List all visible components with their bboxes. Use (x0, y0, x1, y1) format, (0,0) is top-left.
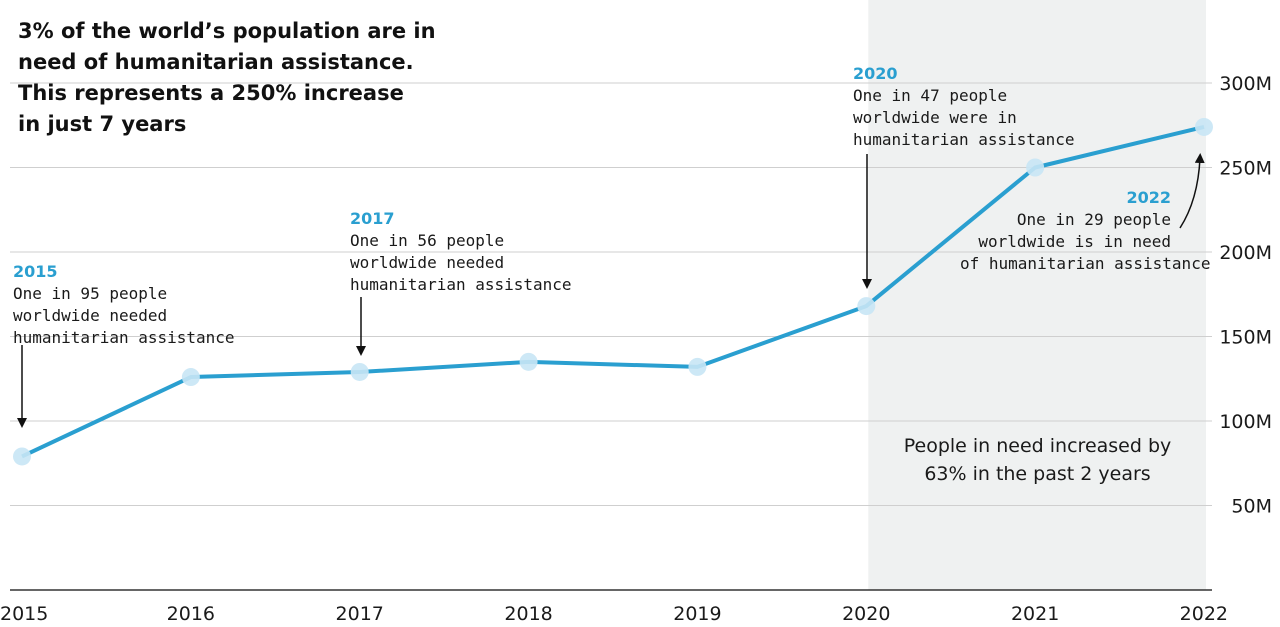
annotation-line: humanitarian assistance (350, 275, 572, 294)
shaded-period-note: People in need increased by 63% in the p… (880, 432, 1195, 488)
annotation-line: humanitarian assistance (853, 130, 1075, 149)
data-point-2020 (857, 297, 876, 316)
x-tick-label: 2022 (1180, 603, 1228, 625)
x-tick-label: 2018 (504, 603, 552, 625)
annotation-line: One in 47 people (853, 86, 1008, 105)
annotation-year: 2017 (350, 209, 395, 228)
data-point-2019 (688, 357, 707, 376)
note-line: 63% in the past 2 years (924, 463, 1151, 485)
gridlines (10, 82, 1212, 506)
annotation-2015: 2015 One in 95 people worldwide needed h… (13, 261, 235, 349)
annotation-year: 2022 (1126, 188, 1171, 207)
title-line: in just 7 years (18, 112, 187, 136)
data-point-2018 (519, 352, 538, 371)
x-tick-label: 2015 (0, 603, 48, 625)
annotation-line: One in 29 people (1016, 210, 1171, 229)
data-point-2017 (350, 362, 369, 381)
annotation-line: of humanitarian assistance (960, 254, 1211, 273)
data-point-2021 (1026, 158, 1045, 177)
title-line: need of humanitarian assistance. (18, 50, 414, 74)
annotation-2022: 2022 One in 29 people worldwide is in ne… (960, 187, 1211, 275)
annotation-year: 2020 (853, 64, 898, 83)
annotation-year: 2015 (13, 262, 58, 281)
y-tick-label: 50M (1231, 496, 1272, 518)
data-points (13, 117, 1213, 466)
series-line-people-in-need (21, 124, 1205, 459)
x-tick-label: 2020 (842, 603, 890, 625)
annotation-line: worldwide is in need (978, 232, 1171, 251)
y-tick-label: 200M (1219, 242, 1272, 264)
shaded-period (868, 0, 1206, 590)
annotation-2017: 2017 One in 56 people worldwide needed h… (350, 208, 572, 296)
y-axis-labels: 50M 100M 150M 200M 250M 300M (1219, 73, 1272, 518)
annotation-line: worldwide were in (853, 108, 1017, 127)
chart-title: 3% of the world’s population are in need… (18, 16, 458, 140)
y-tick-label: 250M (1219, 158, 1272, 180)
x-tick-label: 2017 (336, 603, 384, 625)
annotation-line: worldwide needed (13, 306, 168, 325)
data-point-2022 (1195, 117, 1213, 136)
y-tick-label: 300M (1219, 73, 1272, 95)
y-tick-label: 100M (1219, 411, 1272, 433)
annotation-2020: 2020 One in 47 people worldwide were in … (853, 63, 1075, 151)
annotation-line: One in 56 people (350, 231, 505, 250)
arrow-2022 (1179, 153, 1205, 229)
x-tick-label: 2019 (673, 603, 721, 625)
x-axis-labels: 2015 2016 2017 2018 2019 2020 2021 2022 (0, 603, 1228, 625)
x-tick-label: 2021 (1011, 603, 1059, 625)
title-line: 3% of the world’s population are in (18, 19, 436, 43)
title-line: This represents a 250% increase (18, 81, 404, 105)
x-tick-label: 2016 (167, 603, 215, 625)
data-point-2015 (13, 447, 31, 466)
note-line: People in need increased by (903, 435, 1172, 457)
annotation-arrows (17, 153, 1205, 428)
annotation-line: humanitarian assistance (13, 328, 235, 347)
data-point-2016 (181, 368, 200, 387)
y-tick-label: 150M (1219, 327, 1272, 349)
annotation-line: worldwide needed (350, 253, 505, 272)
annotation-line: One in 95 people (13, 284, 168, 303)
